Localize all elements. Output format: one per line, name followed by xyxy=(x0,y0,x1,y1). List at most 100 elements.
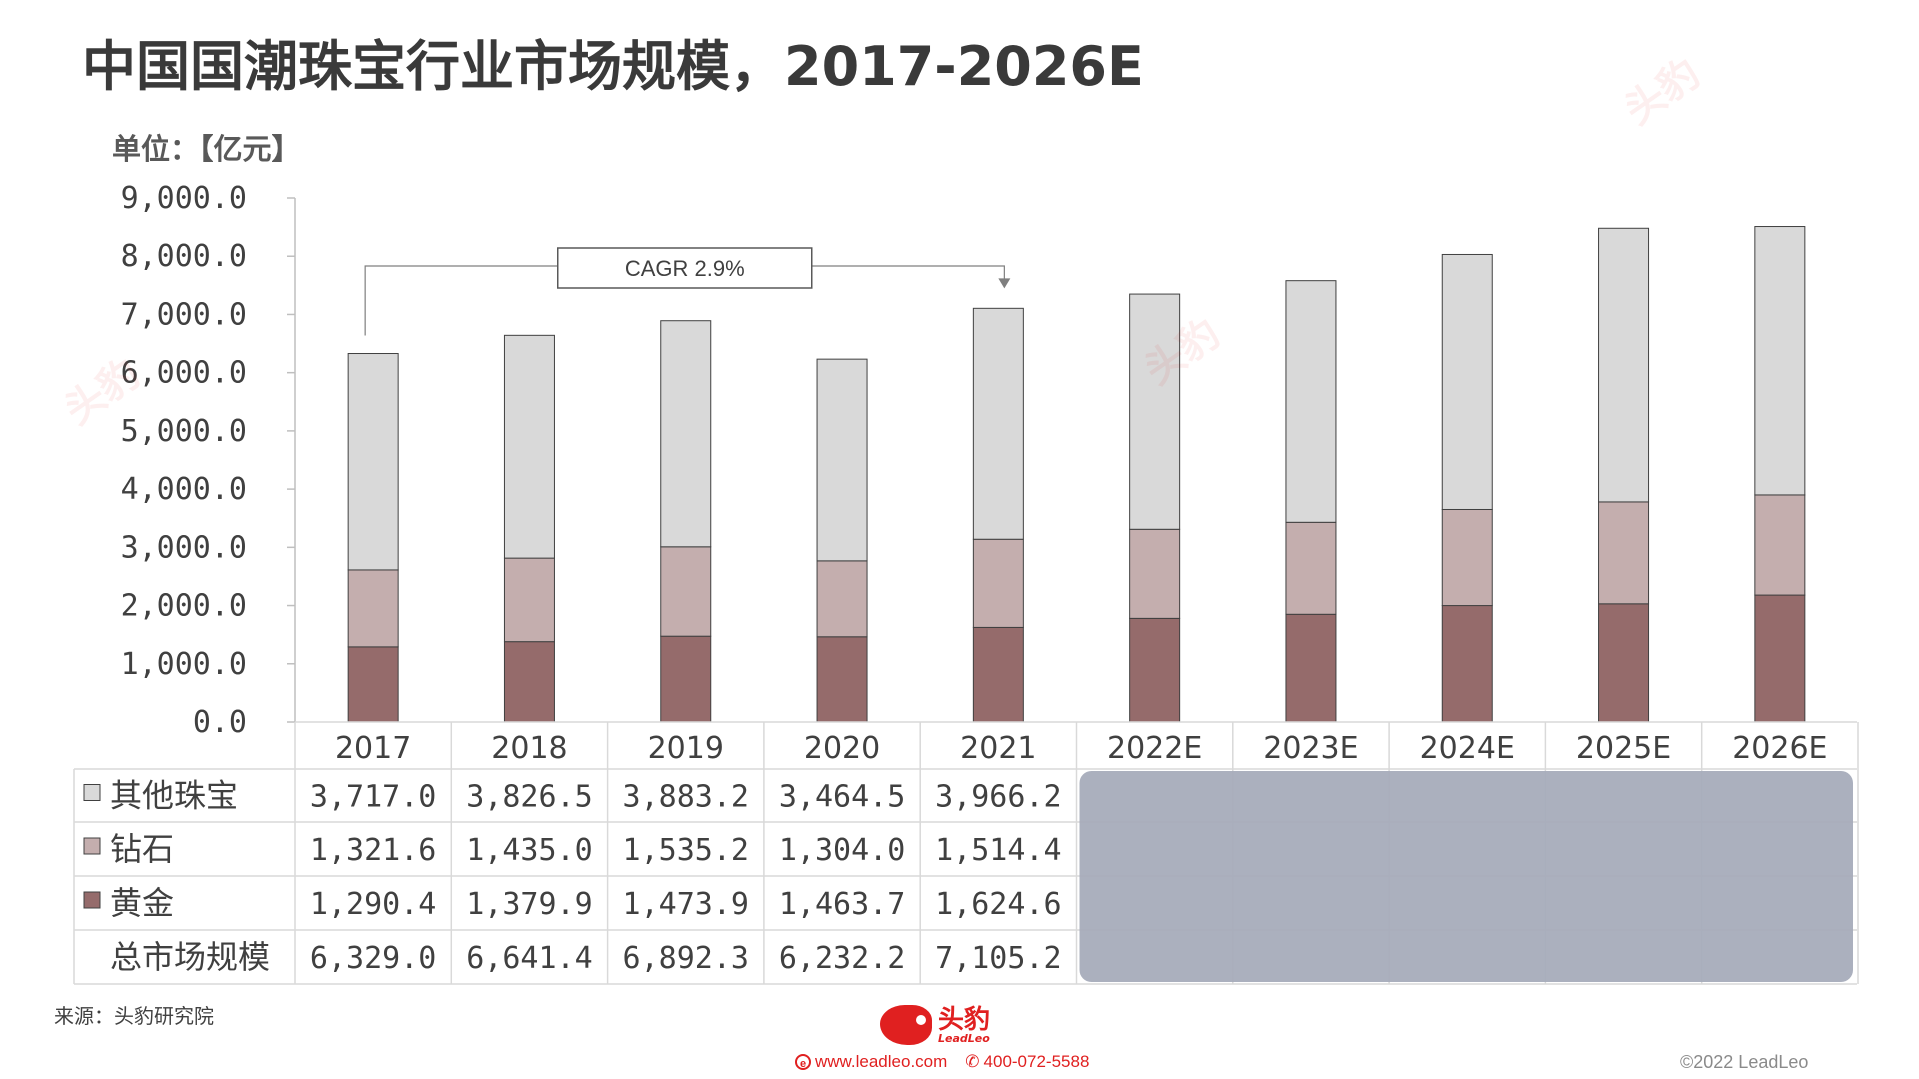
table-cell-value: 3,464.5 xyxy=(779,780,905,815)
table-cell-value: 7,105.2 xyxy=(935,941,1061,976)
bar-segment-diamond xyxy=(1129,528,1181,619)
table-cell-value: 1,535.2 xyxy=(623,833,749,868)
table-cell-value: 1,514.4 xyxy=(935,833,1061,868)
table-cell-value: 3,826.5 xyxy=(466,780,592,815)
y-tick-label: 8,000.0 xyxy=(121,239,247,274)
bar-segment-diamond xyxy=(1598,501,1650,605)
bar-segment-diamond xyxy=(660,546,712,637)
y-tick-label: 1,000.0 xyxy=(121,647,247,682)
table-cell-value: 6,232.2 xyxy=(779,941,905,976)
bar-segment-gold xyxy=(1754,594,1806,723)
website-link[interactable]: www.leadleo.com xyxy=(815,1052,948,1071)
bar-segment-gold xyxy=(660,635,712,723)
y-tick-label: 5,000.0 xyxy=(121,414,247,449)
bar-segment-other xyxy=(1598,227,1650,503)
table-cell-value: 1,463.7 xyxy=(779,887,905,922)
bar-segment-gold xyxy=(816,636,868,723)
table-cell-value: 1,379.9 xyxy=(466,887,592,922)
table-cell-value: 6,641.4 xyxy=(466,941,592,976)
x-category-label: 2018 xyxy=(491,731,567,766)
y-tick-label: 4,000.0 xyxy=(121,472,247,507)
page-title: 中国国潮珠宝行业市场规模，2017-2026E xyxy=(82,35,1144,98)
table-cell-value: 1,435.0 xyxy=(466,833,592,868)
y-tick-label: 3,000.0 xyxy=(121,530,247,565)
copyright: ©2022 LeadLeo xyxy=(1680,1052,1809,1072)
cagr-box xyxy=(557,247,813,289)
bar-segment-diamond xyxy=(347,569,399,648)
bar-segment-other xyxy=(1441,253,1493,510)
legend-swatch-diamond xyxy=(83,837,101,855)
table-cell-value: 1,473.9 xyxy=(623,887,749,922)
bar-segment-gold xyxy=(1441,605,1493,723)
leopard-logo-icon xyxy=(880,1005,932,1045)
row-label: 总市场规模 xyxy=(110,938,270,976)
table-cell-value: 6,329.0 xyxy=(310,941,436,976)
bar-segment-other xyxy=(503,334,555,559)
bar-segment-diamond xyxy=(503,557,555,643)
globe-icon: e xyxy=(795,1054,811,1070)
bar-segment-gold xyxy=(1129,617,1181,723)
x-category-label: 2017 xyxy=(335,731,411,766)
x-category-label: 2021 xyxy=(960,731,1036,766)
x-category-label: 2023E xyxy=(1263,731,1358,766)
phone-icon: ✆ xyxy=(965,1052,980,1071)
bar-segment-other xyxy=(660,320,712,548)
y-tick-label: 0.0 xyxy=(193,705,247,740)
x-category-label: 2022E xyxy=(1107,731,1202,766)
phone-number: 400-072-5588 xyxy=(983,1052,1090,1071)
y-tick-label: 7,000.0 xyxy=(121,297,247,332)
x-category-label: 2024E xyxy=(1420,731,1515,766)
cagr-annotation: CAGR 2.9% xyxy=(364,247,1011,336)
table-cell-value: 1,290.4 xyxy=(310,887,436,922)
bar-segment-diamond xyxy=(1754,494,1806,596)
y-tick-label: 9,000.0 xyxy=(121,181,247,216)
bar-segment-other xyxy=(1129,293,1181,530)
table-cell-value: 1,321.6 xyxy=(310,833,436,868)
bar-segment-diamond xyxy=(1285,521,1337,615)
table-cell-value: 3,966.2 xyxy=(935,780,1061,815)
table-cell-value: 1,304.0 xyxy=(779,833,905,868)
forecast-mask xyxy=(1079,771,1853,982)
bar-segment-other xyxy=(1754,226,1806,496)
bars xyxy=(347,226,1806,723)
footer-logo: 头豹 LeadLeo xyxy=(880,1005,990,1045)
source-note: 来源：头豹研究院 xyxy=(54,1004,214,1028)
y-tick-label: 2,000.0 xyxy=(121,589,247,624)
stacked-bar-chart: 0.0 1,000.0 2,000.0 3,000.0 4,000.0 5,000.0 6,… xyxy=(73,181,1859,985)
legend-swatch-other xyxy=(83,784,101,801)
bar-segment-gold xyxy=(503,641,555,723)
data-table: 2017 2018 2019 2020 2021 2022E 2023E 2024E 2025E… xyxy=(73,721,1859,985)
bar-segment-diamond xyxy=(816,560,868,638)
logo-en: LeadLeo xyxy=(938,1031,990,1045)
x-category-label: 2026E xyxy=(1732,731,1827,766)
table-cell-value: 6,892.3 xyxy=(623,941,749,976)
table-cell-value: 1,624.6 xyxy=(935,887,1061,922)
bar-segment-other xyxy=(347,353,399,571)
row-label: 其他珠宝 xyxy=(110,777,238,815)
x-category-label: 2020 xyxy=(804,731,880,766)
bar-segment-other xyxy=(972,307,1024,540)
cagr-arrowhead xyxy=(998,278,1011,289)
table-cell-value: 3,717.0 xyxy=(310,780,436,815)
logo-cn: 头豹 xyxy=(938,1004,991,1035)
bar-segment-gold xyxy=(1285,613,1337,723)
bar-segment-diamond xyxy=(1441,508,1493,607)
bar-segment-gold xyxy=(1598,603,1650,723)
row-label: 钻石 xyxy=(110,830,174,868)
bar-segment-other xyxy=(816,358,868,562)
x-category-label: 2025E xyxy=(1576,731,1671,766)
website-item[interactable]: e www.leadleo.com xyxy=(795,1052,947,1072)
y-axis: 0.0 1,000.0 2,000.0 3,000.0 4,000.0 5,000.0 6,… xyxy=(121,181,296,740)
x-category-label: 2019 xyxy=(648,731,724,766)
row-label: 黄金 xyxy=(110,884,174,922)
table-cell-value: 3,883.2 xyxy=(623,780,749,815)
legend-swatch-gold xyxy=(83,891,101,909)
bar-segment-gold xyxy=(347,646,399,723)
y-tick-label: 6,000.0 xyxy=(121,356,247,391)
footer-contacts: e www.leadleo.com ✆ 400-072-5588 xyxy=(795,1052,1089,1072)
bar-segment-diamond xyxy=(972,538,1024,628)
bar-segment-other xyxy=(1285,280,1337,523)
bar-segment-gold xyxy=(972,626,1024,723)
phone-item: ✆ 400-072-5588 xyxy=(965,1052,1089,1072)
cagr-label: CAGR 2.9% xyxy=(625,256,745,281)
